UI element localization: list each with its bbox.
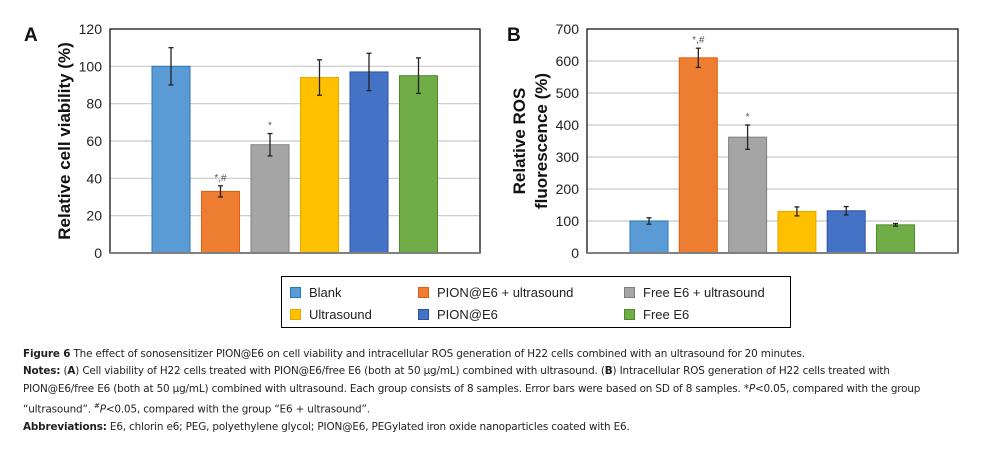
significance-marker: * <box>746 112 750 123</box>
figure-caption: Figure 6 The effect of sonosensitizer PI… <box>23 346 963 437</box>
chart-panel-b: B 0 100 200 300 400 500 600 700 Relative ROS fluor… <box>507 21 959 261</box>
legend-label: PION@E6 + ultrasound <box>437 284 574 300</box>
bar-ultrasound <box>300 77 339 254</box>
bar-pion-e6-ultrasound <box>201 190 240 254</box>
y-tick-label: 80 <box>86 96 102 112</box>
notes-text: <0.05, compared with the group “E6 + ult… <box>105 403 370 416</box>
notes-text: ) Intracellular ROS generation of H22 ce… <box>23 365 890 395</box>
legend-label: Blank <box>309 284 342 300</box>
chart-panel-a: A 0 20 40 60 80 100 120 Relative cell viability … <box>24 21 481 261</box>
y-tick-label: 600 <box>556 53 580 69</box>
notes-text: <0.05, compared with the group “ultrasou… <box>23 382 921 416</box>
y-tick-label: 300 <box>556 149 580 165</box>
notes-text: ) Cell viability of H22 cells treated wi… <box>75 365 605 378</box>
caption-abbreviations: Abbreviations: E6, chlorin e6; PEG, poly… <box>23 419 963 436</box>
legend-swatch <box>290 286 301 298</box>
y-tick-label: 0 <box>94 245 102 261</box>
bar-free-e6-ultrasound <box>250 144 290 254</box>
plot-area-border <box>586 28 959 254</box>
bar-pion-e6 <box>349 71 389 254</box>
legend-swatch <box>624 286 635 298</box>
legend-item-free-e6: Free E6 <box>624 305 689 323</box>
figure-title-text: The effect of sonosensitizer PION@E6 on … <box>70 348 805 360</box>
notes-text: ( <box>60 365 68 378</box>
legend-label: PION@E6 <box>437 306 498 322</box>
panel-letter: A <box>24 25 38 46</box>
legend-swatch <box>624 308 635 320</box>
y-tick-label: 40 <box>86 170 102 186</box>
y-tick-label: 20 <box>86 208 102 224</box>
abbreviations-label: Abbreviations: <box>23 421 107 434</box>
legend-swatch <box>290 308 301 320</box>
significance-marker: * <box>268 121 272 132</box>
legend-item-pion-e6: PION@E6 <box>418 305 498 323</box>
y-tick-label: 60 <box>86 133 102 149</box>
y-axis-label: Relative cell viability (%) <box>55 42 74 239</box>
legend-label: Ultrasound <box>309 306 372 322</box>
bar-blank <box>151 65 191 254</box>
notes-p-symbol: P <box>748 382 755 395</box>
y-axis-label: Relative ROS <box>510 88 529 195</box>
legend-swatch <box>418 308 429 320</box>
legend-item-blank: Blank <box>290 283 342 301</box>
caption-title: Figure 6 The effect of sonosensitizer PI… <box>23 346 963 363</box>
y-tick-label: 500 <box>556 85 580 101</box>
y-tick-label: 100 <box>556 213 580 229</box>
bar-ultrasound <box>777 210 817 254</box>
y-tick-label: 100 <box>79 58 103 74</box>
caption-notes: Notes: (A) Cell viability of H22 cells t… <box>23 363 963 419</box>
legend-item-pion-e6-ultrasound: PION@E6 + ultrasound <box>418 283 573 301</box>
notes-hash: # <box>94 402 100 411</box>
notes-p-symbol: P <box>99 403 106 416</box>
legend-item-ultrasound: Ultrasound <box>290 305 372 323</box>
chart-legend: Blank PION@E6 + ultrasound Free E6 + ult… <box>281 276 791 328</box>
y-tick-label: 0 <box>571 245 579 261</box>
y-tick-label: 700 <box>556 21 580 37</box>
bar-pion-e6 <box>826 210 866 254</box>
notes-panel-a-label: A <box>67 365 76 378</box>
bar-free-e6-ultrasound <box>728 136 768 254</box>
notes-panel-b-label: B <box>604 365 613 378</box>
y-tick-label: 120 <box>79 21 103 37</box>
significance-marker: *,# <box>692 35 705 46</box>
significance-marker: *,# <box>214 173 227 184</box>
bar-free-e6 <box>399 75 438 254</box>
y-tick-label: 400 <box>556 117 580 133</box>
abbreviations-text: E6, chlorin e6; PEG, polyethylene glycol… <box>106 421 630 434</box>
figure-charts: A 0 20 40 60 80 100 120 Relative cell viability … <box>24 21 959 261</box>
panel-letter: B <box>507 25 521 46</box>
bar-pion-e6-ultrasound <box>678 57 718 254</box>
legend-label: Free E6 + ultrasound <box>643 284 765 300</box>
bar-blank <box>629 220 669 254</box>
notes-label: Notes: <box>23 365 61 378</box>
legend-item-free-e6-ultrasound: Free E6 + ultrasound <box>624 283 765 301</box>
figure-label: Figure 6 <box>23 348 71 360</box>
y-axis-label: fluorescence (%) <box>532 73 551 209</box>
bar-free-e6 <box>876 224 915 254</box>
y-tick-label: 200 <box>556 181 580 197</box>
legend-swatch <box>418 286 429 298</box>
legend-label: Free E6 <box>643 306 690 322</box>
